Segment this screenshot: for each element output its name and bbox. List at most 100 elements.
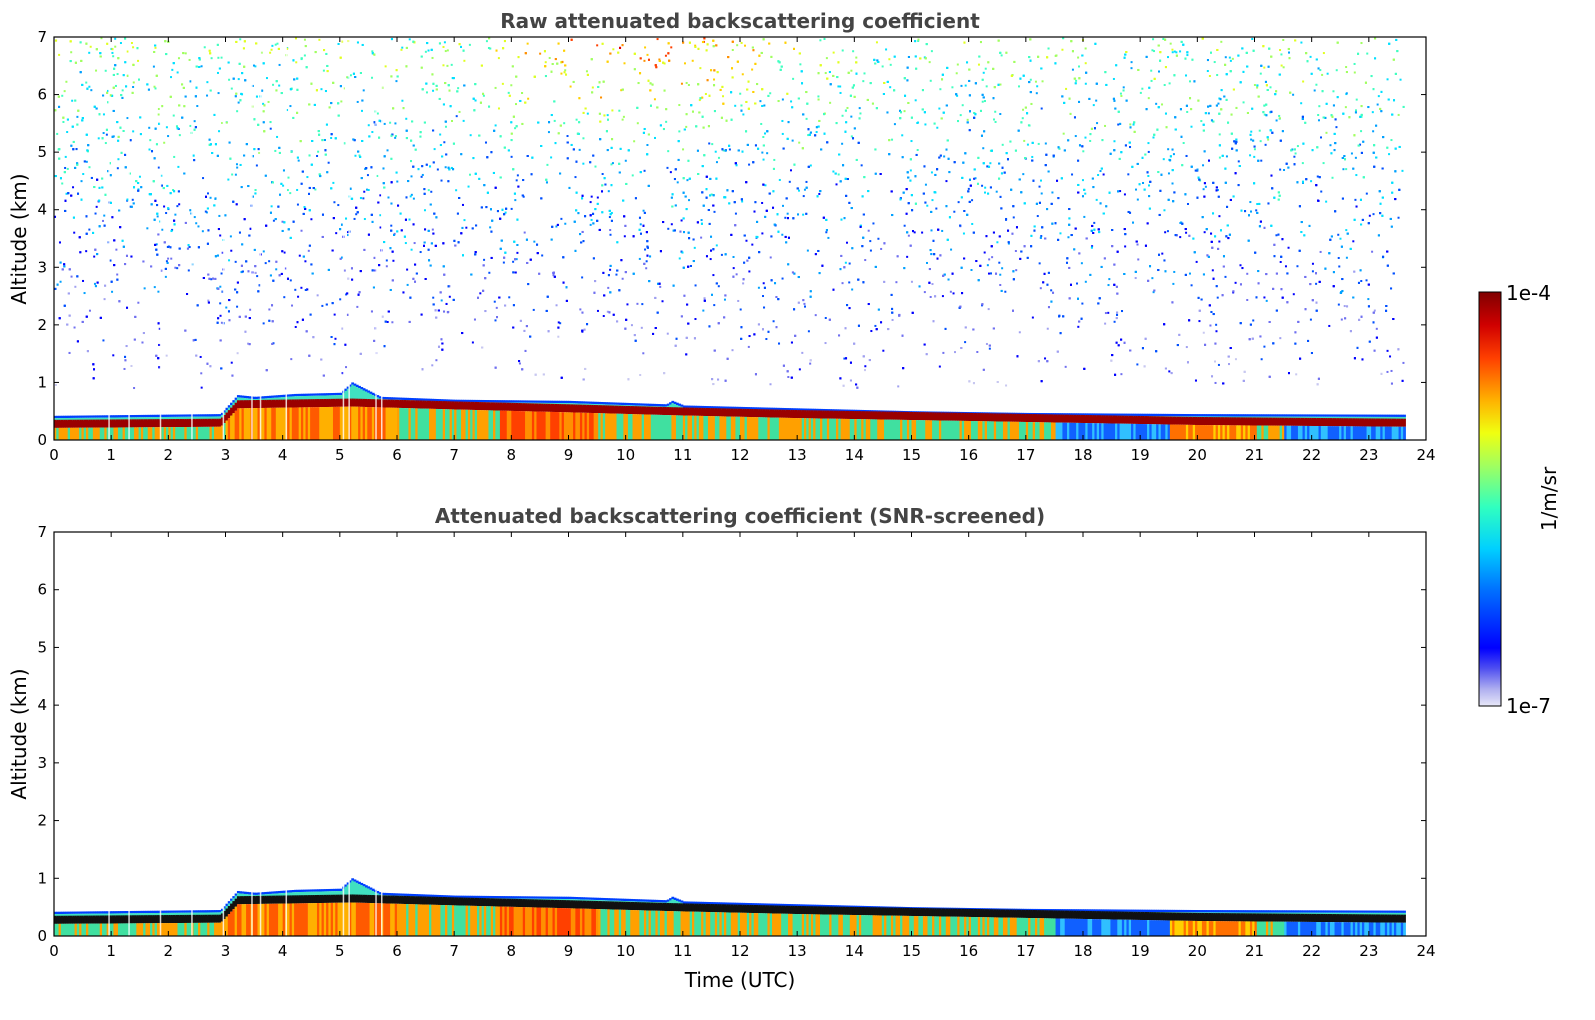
noise-speckle — [1215, 323, 1218, 326]
noise-speckle — [1353, 62, 1356, 65]
noise-speckle — [1256, 203, 1259, 206]
noise-speckle — [863, 72, 866, 75]
noise-speckle — [943, 155, 946, 158]
noise-speckle — [184, 52, 187, 55]
noise-speckle — [88, 309, 91, 312]
noise-speckle — [713, 304, 716, 307]
noise-speckle — [436, 168, 439, 171]
noise-speckle — [966, 118, 969, 121]
noise-speckle — [258, 151, 261, 154]
noise-speckle — [1342, 168, 1345, 171]
noise-speckle — [769, 92, 772, 95]
noise-speckle — [560, 72, 563, 75]
noise-speckle — [1077, 56, 1080, 59]
noise-speckle — [171, 228, 174, 231]
noise-speckle — [366, 188, 369, 191]
noise-speckle — [1112, 77, 1115, 80]
noise-speckle — [510, 84, 513, 87]
noise-speckle — [877, 237, 880, 240]
noise-speckle — [1402, 361, 1405, 364]
noise-speckle — [893, 123, 896, 126]
noise-speckle — [982, 71, 985, 74]
noise-speckle — [1171, 48, 1174, 51]
noise-speckle — [848, 262, 851, 265]
noise-speckle — [102, 339, 105, 342]
noise-speckle — [501, 82, 504, 85]
noise-speckle — [502, 261, 505, 264]
noise-speckle — [254, 65, 257, 68]
noise-speckle — [539, 52, 542, 55]
noise-speckle — [1294, 152, 1297, 155]
noise-speckle — [1137, 258, 1140, 261]
noise-speckle — [889, 86, 892, 89]
noise-speckle — [895, 281, 898, 284]
noise-speckle — [910, 140, 913, 143]
noise-speckle — [643, 169, 646, 172]
noise-speckle — [851, 288, 854, 291]
noise-speckle — [61, 182, 64, 185]
noise-speckle — [1135, 188, 1138, 191]
noise-speckle — [1267, 138, 1270, 141]
noise-speckle — [1104, 124, 1107, 127]
noise-speckle — [1310, 180, 1313, 183]
noise-speckle — [514, 199, 517, 202]
noise-speckle — [138, 175, 141, 178]
noise-speckle — [1388, 153, 1391, 156]
noise-speckle — [541, 254, 544, 257]
noise-speckle — [817, 95, 820, 98]
noise-speckle — [310, 218, 313, 221]
noise-speckle — [1269, 86, 1272, 89]
noise-speckle — [289, 105, 292, 108]
noise-speckle — [1186, 54, 1189, 57]
noise-speckle — [636, 122, 639, 125]
noise-speckle — [163, 205, 166, 208]
noise-speckle — [471, 341, 474, 344]
noise-speckle — [682, 148, 685, 151]
noise-speckle — [468, 173, 471, 176]
noise-speckle — [916, 121, 919, 124]
noise-speckle — [354, 154, 357, 157]
noise-speckle — [579, 308, 582, 311]
noise-speckle — [564, 222, 567, 225]
noise-speckle — [334, 337, 337, 340]
noise-speckle — [103, 298, 106, 301]
noise-speckle — [132, 81, 135, 84]
noise-speckle — [1136, 198, 1139, 201]
noise-speckle — [316, 154, 319, 157]
noise-speckle — [442, 45, 445, 48]
noise-speckle — [610, 163, 613, 166]
noise-speckle — [984, 186, 987, 189]
noise-speckle — [762, 295, 765, 298]
noise-speckle — [200, 372, 203, 375]
noise-speckle — [345, 293, 348, 296]
noise-speckle — [981, 184, 984, 187]
noise-speckle — [807, 134, 810, 137]
noise-speckle — [799, 63, 802, 66]
noise-speckle — [841, 114, 844, 117]
noise-speckle — [1319, 250, 1322, 253]
noise-speckle — [202, 177, 205, 180]
noise-speckle — [1036, 215, 1039, 218]
noise-speckle — [1107, 284, 1110, 287]
noise-speckle — [516, 251, 519, 254]
noise-speckle — [1076, 282, 1079, 285]
noise-speckle — [1216, 296, 1219, 299]
noise-speckle — [1355, 109, 1358, 112]
noise-speckle — [748, 270, 751, 273]
noise-speckle — [294, 325, 297, 328]
noise-speckle — [76, 115, 79, 118]
noise-speckle — [708, 222, 711, 225]
noise-speckle — [989, 162, 992, 165]
noise-speckle — [523, 231, 526, 234]
noise-speckle — [1198, 320, 1201, 323]
noise-speckle — [444, 50, 447, 53]
noise-speckle — [713, 78, 716, 81]
noise-speckle — [1039, 287, 1042, 290]
noise-speckle — [1344, 106, 1347, 109]
noise-speckle — [1059, 232, 1062, 235]
noise-speckle — [789, 169, 792, 172]
noise-speckle — [1318, 105, 1321, 108]
noise-speckle — [220, 321, 223, 324]
noise-speckle — [761, 151, 764, 154]
noise-speckle — [432, 296, 435, 299]
